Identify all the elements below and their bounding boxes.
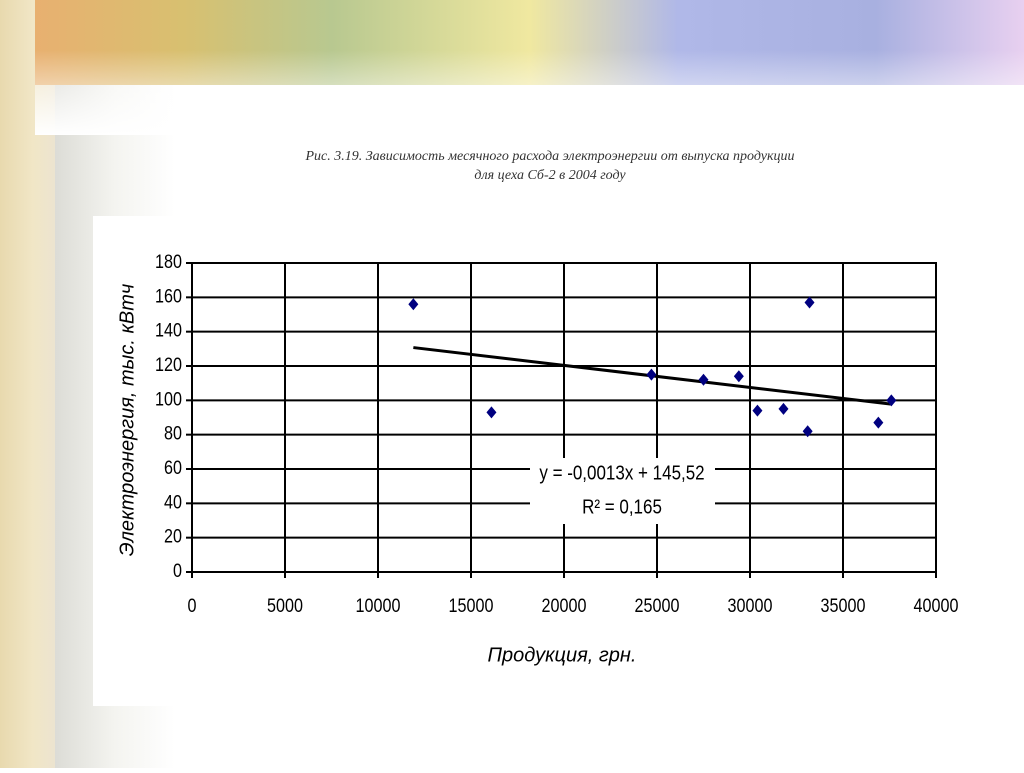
y-tick-label: 20 — [164, 525, 182, 547]
annotation-box — [530, 458, 715, 524]
point — [733, 370, 744, 383]
annotation: R² = 0,165 — [582, 495, 662, 518]
x-tick-label: 35000 — [821, 595, 866, 617]
y-tick-label: 160 — [155, 285, 182, 307]
x-tick-label: 5000 — [267, 595, 303, 617]
chart-title: для цеха Сб-2 в 2004 году — [474, 168, 626, 183]
y-tick-label: 140 — [155, 319, 182, 341]
y-tick-label: 120 — [155, 354, 182, 376]
x-tick-label: 10000 — [356, 595, 401, 617]
y-tick-label: 80 — [164, 422, 182, 444]
y-tick-label: 60 — [164, 457, 182, 479]
y-tick-label: 40 — [164, 491, 182, 513]
x-tick-label: 40000 — [914, 595, 959, 617]
annotation: y = -0,0013x + 145,52 — [539, 461, 704, 484]
plot-border — [191, 262, 937, 573]
x-axis-label: Продукция, грн. — [488, 644, 637, 666]
point — [778, 402, 789, 415]
y-axis-label: Электроэнергия, тыс. кВтч — [116, 284, 138, 557]
point — [752, 404, 763, 417]
banner-fade — [35, 50, 1024, 135]
y-tick-label: 100 — [155, 388, 182, 410]
x-tick-label: 0 — [188, 595, 197, 617]
x-tick-label: 25000 — [635, 595, 680, 617]
x-tick-label: 20000 — [542, 595, 587, 617]
x-tick-label: 15000 — [449, 595, 494, 617]
point — [886, 394, 897, 407]
y-tick-label: 0 — [173, 560, 182, 582]
point — [804, 296, 815, 309]
point — [873, 416, 884, 429]
y-tick-label: 180 — [155, 251, 182, 273]
point — [802, 425, 813, 438]
point — [646, 368, 657, 381]
chart-title: Рис. 3.19. Зависимость месячного расхода… — [304, 149, 794, 164]
point — [698, 373, 709, 386]
x-tick-label: 30000 — [728, 595, 773, 617]
point — [408, 298, 419, 311]
point — [486, 406, 497, 419]
